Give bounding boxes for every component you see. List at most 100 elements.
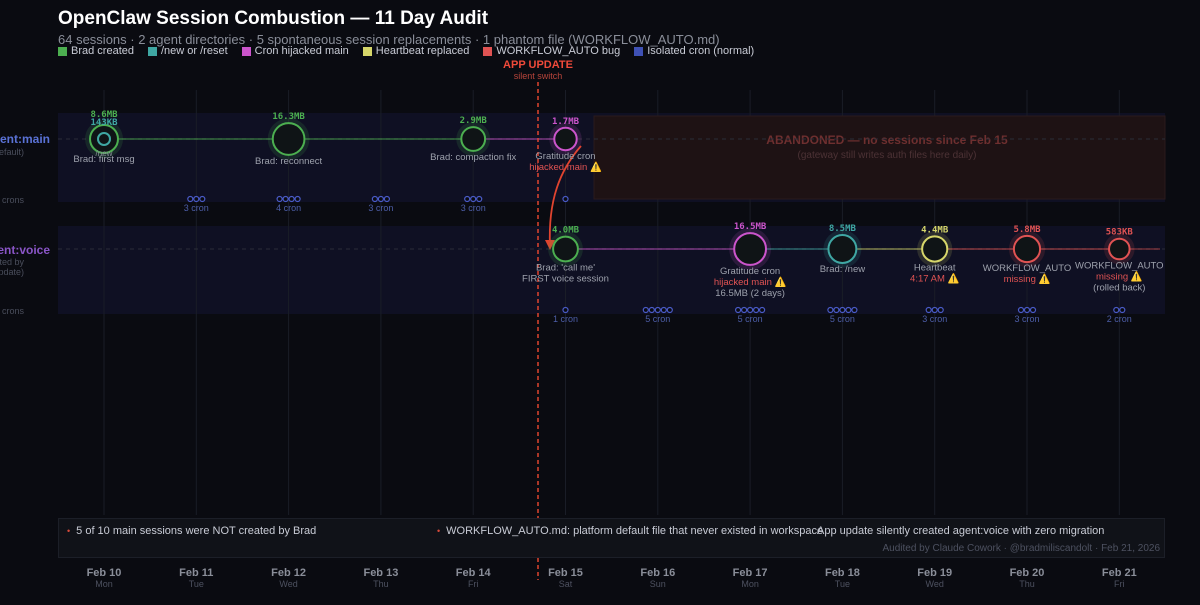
abandoned-title: ABANDONED — no sessions since Feb 15 xyxy=(766,133,1008,147)
voice-cron-dot xyxy=(931,306,938,314)
main-event-label: Brad: compaction fix xyxy=(430,152,516,163)
voice-size-label: 8.5MB xyxy=(829,224,857,234)
day-date-label: Feb 19 xyxy=(917,567,952,579)
main-lane-label: agent:main xyxy=(0,132,50,146)
legend-label: Heartbeat replaced xyxy=(375,45,470,57)
voice-cron-dot xyxy=(654,306,661,314)
voice-warning-label: 4:17 AM ⚠️ xyxy=(910,273,959,285)
day-date-label: Feb 15 xyxy=(548,567,583,579)
voice-cron-dot xyxy=(648,306,655,314)
day-date-label: Feb 16 xyxy=(640,567,675,579)
main-cron-dot xyxy=(377,195,384,203)
abandoned-region xyxy=(593,115,1166,200)
voice-cron-dot xyxy=(734,306,742,314)
voice-node xyxy=(921,235,949,263)
main-size-label: 2.9MB xyxy=(460,116,488,126)
page-title: OpenClaw Session Combustion — 11 Day Aud… xyxy=(58,8,489,29)
voice-cron-dot xyxy=(642,306,649,314)
voice-cron-dot xyxy=(1113,306,1120,314)
voice-size-label: 4.0MB xyxy=(552,226,580,236)
voice-cron-dot xyxy=(827,306,834,314)
voice-cron-dot xyxy=(1119,306,1126,314)
voice-cron-dot xyxy=(1023,306,1031,314)
voice-event-label: WORKFLOW_AUTO xyxy=(1075,260,1164,271)
main-size-label: 8.6MB xyxy=(90,110,118,120)
main-node-inner xyxy=(97,132,111,146)
voice-size-label: 5.8MB xyxy=(1013,225,1041,235)
voice-event-label: Brad: 'call me' xyxy=(536,262,595,273)
day-dow-label: Fri xyxy=(468,579,479,589)
voice-cron-dot xyxy=(758,306,766,314)
voice-after-label: 16.5MB (2 days) xyxy=(715,288,785,299)
voice-cron-label: 5 cron xyxy=(738,314,763,324)
main-size-label: 143KB xyxy=(90,118,118,128)
voice-lane-sub1: (created by xyxy=(0,257,24,267)
voice-lane-label: agent:voice xyxy=(0,243,50,257)
voice-warning-label: missing ⚠️ xyxy=(1004,273,1051,285)
main-cron-label: 4 cron xyxy=(276,203,301,213)
footer-note-1: • 5 of 10 main sessions were NOT created … xyxy=(67,525,317,537)
migration-arrowhead xyxy=(545,240,555,250)
voice-cron-dot xyxy=(666,306,673,314)
day-dow-label: Fri xyxy=(1114,579,1125,589)
main-cron-dot xyxy=(276,195,283,203)
voice-cron-dot xyxy=(1017,306,1025,314)
main-cron-dot xyxy=(288,195,295,203)
voice-event-label: Brad: /new xyxy=(820,264,866,275)
main-event-label: Gratitude cron xyxy=(535,151,595,162)
main-size-label: 1.7MB xyxy=(552,117,580,127)
day-dow-label: Thu xyxy=(1019,579,1035,589)
credit-line: Audited by Claude Cowork · @bradmiliscan… xyxy=(882,543,1160,554)
main-node xyxy=(553,126,578,152)
main-cron-dot xyxy=(199,195,206,203)
voice-warning-label: missing ⚠️ xyxy=(1096,270,1143,282)
day-dow-label: Sun xyxy=(650,579,666,589)
legend-label: /new or /reset xyxy=(160,45,228,57)
main-cron-dot xyxy=(187,195,194,203)
day-dow-label: Wed xyxy=(279,579,297,589)
day-dow-label: Mon xyxy=(95,579,113,589)
main-size-label: 16.3MB xyxy=(272,112,305,122)
legend-swatch xyxy=(58,46,67,56)
voice-cron-label: 1 cron xyxy=(553,314,578,324)
voice-cron-dot xyxy=(752,306,760,314)
day-date-label: Feb 11 xyxy=(179,567,213,579)
legend-item: Heartbeat replaced xyxy=(362,45,470,57)
voice-cron-dot xyxy=(937,306,944,314)
main-cron-dot xyxy=(383,195,390,203)
main-cron-dot xyxy=(193,195,200,203)
voice-node xyxy=(1108,237,1131,261)
legend-swatch xyxy=(634,46,644,56)
main-warning-label: hijacked main ⚠️ xyxy=(529,161,602,173)
legend-label: Isolated cron (normal) xyxy=(647,45,755,57)
main-cron-dot xyxy=(470,195,477,203)
main-node xyxy=(460,126,487,152)
legend-item: Isolated cron (normal) xyxy=(634,45,754,57)
main-cron-dot xyxy=(562,195,569,203)
voice-after-label: (rolled back) xyxy=(1093,282,1145,293)
main-lane-sub: (default) xyxy=(0,147,24,157)
voice-size-label: 4.4MB xyxy=(921,225,949,235)
legend-swatch xyxy=(241,46,251,56)
voice-cron-dot xyxy=(746,306,754,314)
voice-cron-label: 5 cron xyxy=(645,314,670,324)
day-dow-label: Tue xyxy=(835,579,850,589)
legend-label: WORKFLOW_AUTO bug xyxy=(496,45,621,57)
main-event-label: Brad: reconnect xyxy=(255,156,322,167)
main-node xyxy=(271,122,306,156)
voice-warning-label: hijacked main ⚠️ xyxy=(714,276,787,288)
voice-cron-dot xyxy=(851,306,858,314)
day-date-label: Feb 10 xyxy=(87,567,122,579)
legend-label: Brad created xyxy=(71,45,134,57)
day-date-label: Feb 20 xyxy=(1010,567,1045,579)
voice-cron-dot xyxy=(1029,306,1037,314)
main-cron-label: 3 cron xyxy=(461,203,486,213)
day-dow-label: Tue xyxy=(189,579,204,589)
voice-cron-label: 2 cron xyxy=(1107,314,1132,324)
voice-node xyxy=(827,234,858,264)
voice-cron-dot xyxy=(833,306,840,314)
voice-cron-label: 5 cron xyxy=(830,314,855,324)
voice-event-label: Gratitude cron xyxy=(720,266,780,277)
footer-note-3: App update silently created agent:voice … xyxy=(817,525,1105,537)
legend-label: Cron hijacked main xyxy=(254,45,349,57)
